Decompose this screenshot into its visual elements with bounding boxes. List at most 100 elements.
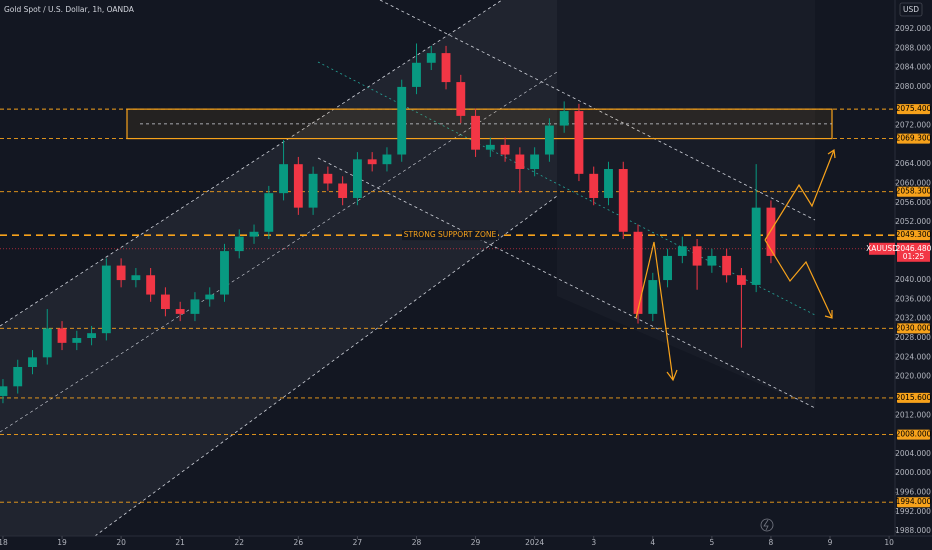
y-tick-label: 2040.000 — [895, 275, 931, 284]
candle-body — [559, 111, 569, 126]
chart-title: Gold Spot / U.S. Dollar, 1h, OANDA — [4, 5, 135, 14]
candle-body — [249, 231, 259, 237]
candle-body — [352, 159, 362, 198]
x-tick-label: 9 — [828, 538, 833, 547]
candle-body — [456, 82, 466, 116]
candle-body — [471, 115, 480, 150]
x-tick-label: 10 — [884, 538, 894, 547]
candle-body — [530, 154, 540, 170]
y-tick-label: 2020.000 — [895, 372, 931, 381]
candle-body — [722, 255, 732, 276]
candle-body — [633, 231, 643, 314]
x-tick-label: 2024 — [525, 538, 544, 547]
x-tick-label: 5 — [709, 538, 714, 547]
candle-body — [279, 164, 288, 194]
level-label-box — [897, 323, 930, 334]
candle-body — [72, 338, 82, 343]
replay-icon-bolt — [763, 519, 769, 531]
x-tick-label: 22 — [234, 538, 244, 547]
countdown: 01:25 — [903, 252, 925, 261]
channel-upper — [0, 0, 503, 327]
candle-body — [234, 236, 244, 252]
current-value: 2046.480 — [896, 244, 932, 253]
candle-body — [618, 169, 628, 232]
y-tick-label: 2004.000 — [895, 449, 931, 458]
x-tick-label: 19 — [57, 538, 67, 547]
candle-body — [412, 62, 421, 87]
support-label: STRONG SUPPORT ZONE — [404, 230, 497, 239]
y-tick-label: 2024.000 — [895, 352, 931, 361]
replay-icon[interactable] — [760, 518, 774, 532]
candle-body — [146, 275, 156, 295]
level-label: 2015.600 — [896, 393, 932, 402]
currency-box[interactable] — [899, 2, 923, 17]
candle-body — [707, 255, 717, 266]
candle-body — [367, 159, 377, 165]
y-tick-label: 2084.000 — [895, 63, 931, 72]
y-tick-label: 2012.000 — [895, 410, 931, 419]
candle-body — [308, 173, 318, 208]
x-tick-label: 18 — [0, 538, 8, 547]
level-label-box — [897, 133, 930, 144]
arrow-path — [635, 241, 674, 381]
candle-body — [131, 275, 141, 281]
currency: USD — [903, 5, 919, 14]
y-tick-label: 2092.000 — [895, 24, 931, 33]
x-tick-label: 29 — [471, 538, 481, 547]
level-label-box — [897, 497, 930, 508]
desc-lower — [317, 157, 816, 409]
candle-body — [382, 154, 392, 165]
candle-body — [397, 86, 407, 155]
candle-body — [87, 333, 96, 339]
candle-body — [205, 294, 215, 300]
ascending-channel — [0, 0, 557, 536]
candle-body — [751, 207, 761, 285]
candle-body — [485, 144, 495, 150]
arrow-head — [824, 310, 833, 319]
candle-body — [515, 154, 525, 170]
x-tick-label: 26 — [294, 538, 304, 547]
y-tick-label: 2056.000 — [895, 198, 931, 207]
y-tick-label: 2080.000 — [895, 82, 931, 91]
y-tick-label: 2032.000 — [895, 314, 931, 323]
y-tick-label: 2072.000 — [895, 121, 931, 130]
x-tick-label: 8 — [769, 538, 774, 547]
y-tick-label: 2028.000 — [895, 333, 931, 342]
support-label-bg — [402, 230, 498, 241]
candle-body — [220, 251, 229, 295]
candle-body — [190, 299, 200, 314]
projection-arrows — [635, 148, 836, 382]
x-tick-label: 21 — [175, 538, 185, 547]
x-tick-label: 3 — [591, 538, 596, 547]
level-label: 2058.300 — [896, 187, 932, 196]
candle-body — [426, 53, 436, 63]
arrow-path — [764, 149, 835, 241]
level-label: 2030.000 — [896, 323, 932, 332]
level-label: 2049.300 — [896, 230, 932, 239]
candle-body — [544, 125, 554, 155]
candle-body — [293, 164, 303, 208]
level-label-box — [897, 392, 930, 403]
candle-body — [57, 328, 67, 343]
x-tick-label: 20 — [116, 538, 126, 547]
level-label: 2075.400 — [896, 104, 932, 113]
y-tick-label: 2088.000 — [895, 43, 931, 52]
candle-body — [264, 193, 274, 232]
level-label: 1994.000 — [896, 497, 932, 506]
candle-body — [13, 366, 23, 387]
y-tick-label: 1992.000 — [895, 507, 931, 516]
candle-body — [160, 294, 170, 310]
candle-body — [116, 265, 126, 281]
candle-body — [648, 280, 658, 314]
candle-body — [677, 246, 687, 256]
y-tick-label: 2064.000 — [895, 159, 931, 168]
price-axis — [895, 0, 932, 550]
arrow-path — [764, 239, 833, 319]
candle-body — [736, 275, 746, 285]
x-tick-label: 27 — [353, 538, 363, 547]
candle-body — [766, 207, 776, 256]
arrow-head — [666, 369, 678, 382]
channel-mid — [0, 71, 558, 433]
level-label-box — [897, 186, 930, 197]
